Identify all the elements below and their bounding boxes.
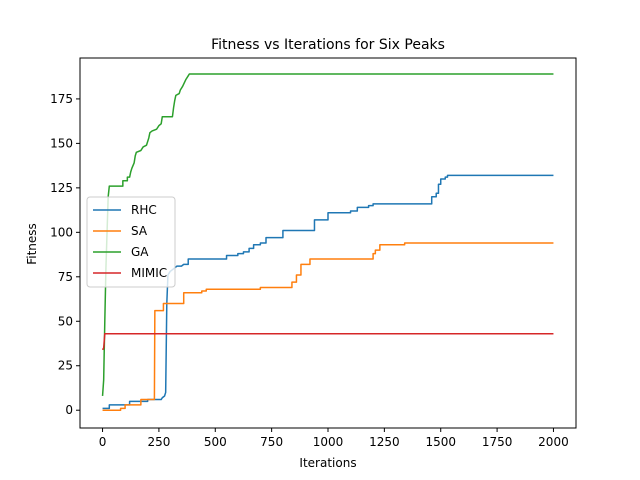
- x-tick-label: 750: [260, 435, 283, 449]
- y-tick-label: 50: [58, 314, 73, 328]
- x-tick-label: 2000: [538, 435, 569, 449]
- legend-box: [86, 196, 176, 288]
- y-tick-label: 25: [58, 359, 73, 373]
- y-tick-label: 100: [50, 225, 73, 239]
- x-tick-label: 0: [99, 435, 107, 449]
- y-tick-label: 75: [58, 270, 73, 284]
- series-line-rhc: [102, 174, 554, 410]
- x-axis-label: Iterations: [299, 456, 356, 470]
- y-tick-label: 125: [50, 181, 73, 195]
- x-tick-label: 1000: [313, 435, 344, 449]
- x-axis: 0 250 500 750 1000 1250 1500 1750 2000: [99, 428, 569, 449]
- legend: RHC SA GA MIMIC: [86, 196, 176, 288]
- plot-frame: [79, 57, 577, 429]
- x-tick-label: 250: [147, 435, 170, 449]
- chart-title: Fitness vs Iterations for Six Peaks: [211, 37, 445, 53]
- legend-label-mimic: MIMIC: [131, 266, 167, 280]
- y-tick-label: 0: [65, 403, 73, 417]
- x-tick-label: 500: [204, 435, 227, 449]
- legend-label-rhc: RHC: [131, 203, 157, 217]
- y-axis-label: Fitness: [25, 223, 39, 265]
- y-tick-label: 150: [50, 136, 73, 150]
- x-tick-label: 1500: [425, 435, 456, 449]
- series-line-mimic: [101, 332, 554, 351]
- x-tick-label: 1250: [369, 435, 400, 449]
- series-line-ga: [101, 73, 554, 397]
- y-tick-label: 175: [50, 92, 73, 106]
- x-tick-label: 1750: [482, 435, 513, 449]
- plot-area: [101, 73, 554, 411]
- legend-label-ga: GA: [131, 245, 149, 259]
- y-axis: 0 25 50 75 100 125 150 175: [50, 92, 80, 417]
- series-line-sa: [102, 242, 554, 411]
- legend-label-sa: SA: [131, 224, 148, 238]
